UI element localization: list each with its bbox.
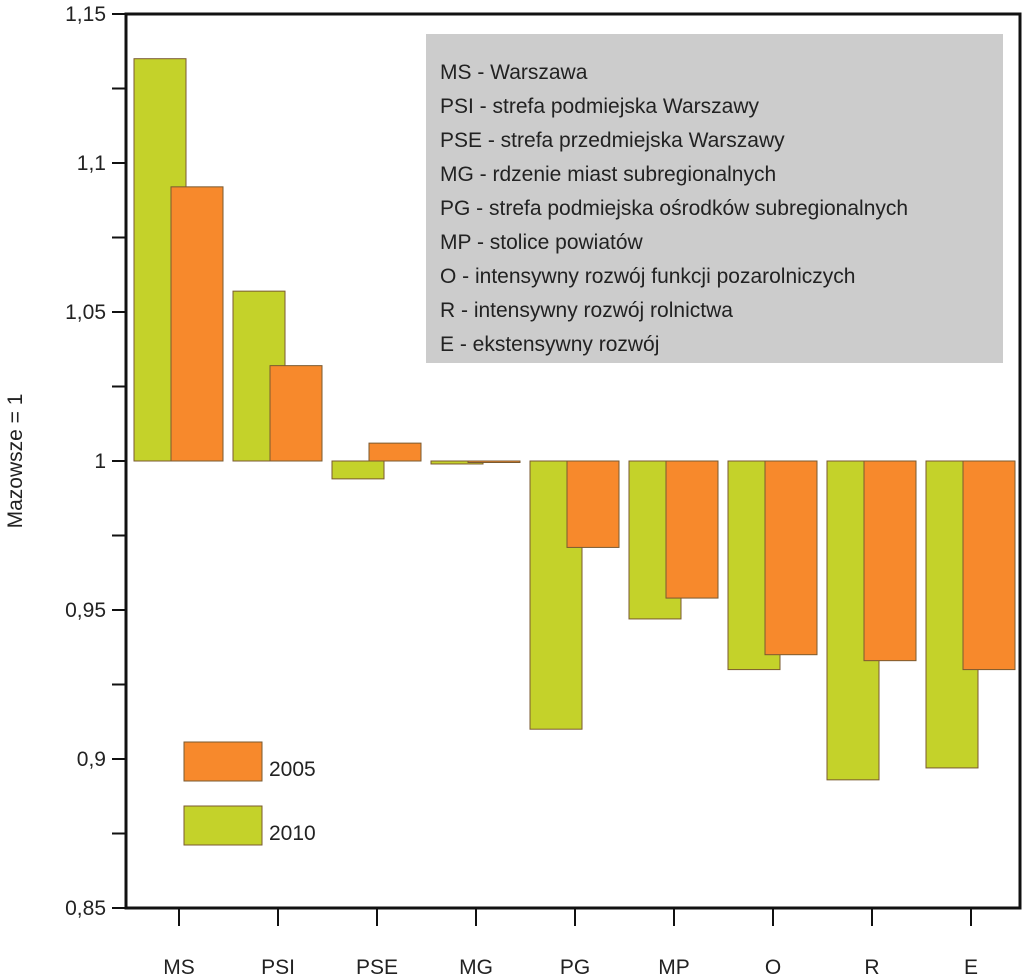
x-tick-label: MS <box>163 956 195 979</box>
y-tick-label: 0,9 <box>77 748 106 771</box>
x-tick-label: MP <box>658 956 690 979</box>
bar-2005-R <box>863 460 917 662</box>
x-tick-label: R <box>864 956 879 979</box>
annotation-line: PG - strefa podmiejska ośrodków subregio… <box>440 197 908 220</box>
annotation-background <box>426 34 1003 363</box>
bar-2005-MS <box>170 186 224 462</box>
annotation-line: PSI - strefa podmiejska Warszawy <box>440 95 759 118</box>
bars <box>133 58 1016 781</box>
y-tick-label: 0,95 <box>65 599 106 622</box>
annotation-line: E - ekstensywny rozwój <box>440 333 659 356</box>
annotation-box: MS - Warszawa PSI - strefa podmiejska War… <box>426 34 1003 363</box>
annotation-line: MG - rdzenie miast subregionalnych <box>440 163 776 186</box>
x-tick-label: E <box>964 956 978 979</box>
y-tick-label: 1,1 <box>77 152 106 175</box>
x-tick-label: O <box>765 956 781 979</box>
y-tick-label: 1,05 <box>65 301 106 324</box>
bar-2005-PSI <box>269 365 323 462</box>
legend-swatch-2005 <box>183 741 263 782</box>
x-tick-label: PSE <box>356 956 398 979</box>
legend-swatch-2010 <box>183 805 263 846</box>
y-tick-label: 1,15 <box>65 3 106 26</box>
y-tick-label: 1 <box>94 450 106 473</box>
x-axis: MS PSI PSE MG PG MP O R E <box>163 908 978 979</box>
legend: 2005 2010 <box>183 741 316 846</box>
x-tick-label: MG <box>459 956 493 979</box>
bar-2005-MP <box>665 460 719 599</box>
y-axis-title: Mazowsze = 1 <box>4 394 27 529</box>
bar-2005-PG <box>566 460 620 548</box>
x-tick-label: PSI <box>261 956 295 979</box>
bar-2005-E <box>962 460 1016 671</box>
x-tick-label: PG <box>560 956 590 979</box>
y-axis: 0,85 0,9 0,95 1 1,05 1,1 1,15 <box>65 3 126 920</box>
bar-2010-PSE <box>331 460 385 480</box>
annotation-line: MP - stolice powiatów <box>440 231 644 254</box>
y-tick-label: 0,85 <box>65 897 106 920</box>
legend-label: 2005 <box>269 758 316 781</box>
legend-label: 2010 <box>269 822 316 845</box>
annotation-line: MS - Warszawa <box>440 61 588 84</box>
annotation-line: PSE - strefa przedmiejska Warszawy <box>440 129 785 152</box>
bar-2005-O <box>764 460 818 656</box>
bar-2005-PSE <box>368 442 422 462</box>
annotation-line: R - intensywny rozwój rolnictwa <box>440 299 733 322</box>
annotation-line: O - intensywny rozwój funkcji pozarolnic… <box>440 265 856 288</box>
bar-2005-MG <box>467 460 521 463</box>
